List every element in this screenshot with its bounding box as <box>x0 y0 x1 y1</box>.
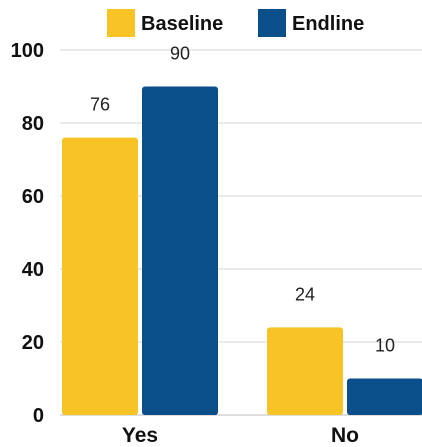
data-label-endline-yes: 90 <box>170 44 190 64</box>
legend: Baseline Endline <box>107 9 364 37</box>
legend-swatch-endline <box>258 9 286 37</box>
data-labels: 76 90 24 10 <box>90 44 395 356</box>
data-label-endline-no: 10 <box>375 336 395 356</box>
x-category-label: No <box>331 424 359 447</box>
y-axis-tick-labels: 0 20 40 60 80 100 <box>11 40 44 427</box>
y-tick-label: 0 <box>33 405 44 427</box>
legend-label-endline: Endline <box>292 13 364 35</box>
y-tick-label: 100 <box>11 40 44 62</box>
y-tick-label: 60 <box>22 186 44 208</box>
legend-label-baseline: Baseline <box>141 13 223 35</box>
data-label-baseline-yes: 76 <box>90 95 110 115</box>
bars <box>62 86 422 415</box>
bar-baseline-yes <box>62 137 138 415</box>
bar-endline-no <box>347 378 422 415</box>
x-category-label: Yes <box>122 424 158 447</box>
y-tick-label: 20 <box>22 332 44 354</box>
bar-endline-yes <box>142 86 218 415</box>
data-label-baseline-no: 24 <box>295 284 315 304</box>
x-axis-category-labels: Yes No <box>122 424 359 447</box>
y-tick-label: 40 <box>22 259 44 281</box>
bar-baseline-no <box>267 327 343 415</box>
y-tick-label: 80 <box>22 113 44 135</box>
legend-swatch-baseline <box>107 9 135 37</box>
